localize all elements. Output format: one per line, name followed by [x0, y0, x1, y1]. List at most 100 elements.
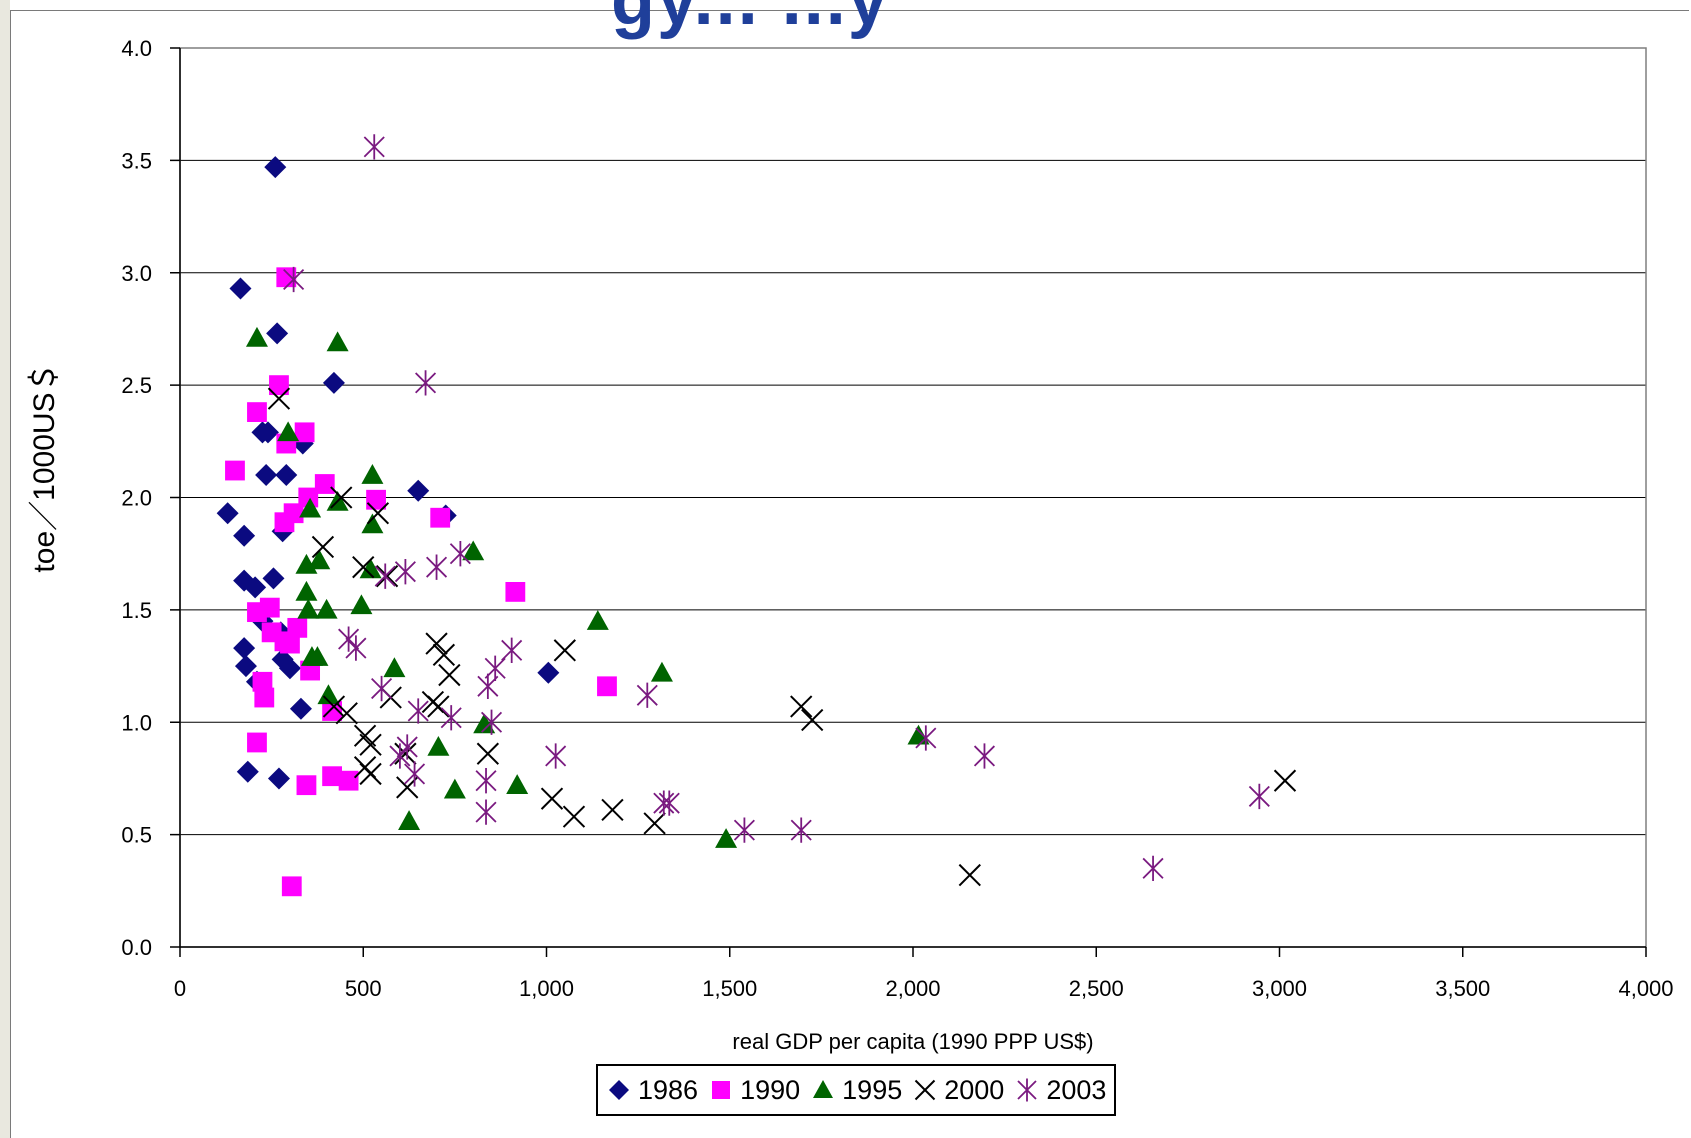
slide-frame: gy... ...y [10, 0, 1689, 1138]
point-1995 [443, 778, 466, 799]
point-1995 [308, 549, 331, 570]
point-1995 [427, 735, 450, 756]
legend-marker-shape [813, 1080, 834, 1098]
point-2000 [476, 742, 500, 765]
point-2003 [653, 790, 675, 816]
point-1986 [537, 661, 560, 684]
point-1986 [244, 576, 267, 599]
y-tick-label: 3.5 [121, 148, 152, 173]
point-1986 [234, 655, 257, 678]
point-1995 [315, 598, 338, 619]
point-2000 [330, 486, 353, 509]
x-tick-label: 2,000 [885, 976, 940, 1001]
x-tick-label: 0 [174, 976, 186, 1001]
legend-label: 2000 [944, 1074, 1005, 1105]
point-1986 [255, 464, 278, 487]
point-1995 [586, 610, 609, 630]
x-tick-label: 2,500 [1069, 976, 1124, 1001]
point-1995 [317, 684, 340, 705]
point-2000 [394, 742, 417, 765]
point-2003 [658, 790, 680, 816]
point-1990 [269, 375, 289, 396]
legend-marker-shape [609, 1080, 629, 1100]
point-1995 [462, 540, 485, 561]
point-1990 [322, 701, 342, 721]
point-1986 [233, 524, 256, 547]
point-1990 [247, 402, 267, 422]
legend-label: 1990 [740, 1074, 801, 1105]
x-tick-label: 4,000 [1618, 976, 1673, 1001]
legend-marker-shape [712, 1081, 731, 1099]
legend-item-1990: 1990 [708, 1075, 800, 1106]
point-1990 [430, 507, 451, 528]
point-1986 [267, 767, 290, 790]
point-2000 [540, 787, 564, 810]
point-1995 [715, 828, 738, 848]
point-2000 [375, 565, 399, 588]
point-2003 [449, 541, 471, 567]
point-2000 [562, 805, 586, 828]
point-1990 [322, 766, 342, 787]
x-tick-label: 3,000 [1252, 976, 1307, 1001]
y-axis-title: toe／1000US＄ [28, 362, 61, 572]
point-2000 [801, 708, 824, 732]
legend-marker-x [915, 1079, 936, 1101]
x-tick-label: 1,000 [519, 976, 574, 1001]
point-2000 [1273, 769, 1297, 792]
point-2000 [322, 695, 346, 718]
y-tick-label: 0.5 [121, 823, 152, 848]
point-2000 [553, 639, 576, 662]
point-2000 [267, 387, 291, 410]
legend-marker-shape [915, 1079, 936, 1101]
y-tick-label: 2.5 [121, 373, 152, 398]
point-1995 [361, 464, 384, 484]
point-2000 [790, 695, 813, 718]
point-1986 [275, 464, 298, 487]
point-1990 [252, 671, 273, 692]
legend-label: 1995 [842, 1074, 903, 1105]
x-tick-label: 3,500 [1435, 976, 1490, 1001]
point-1990 [298, 487, 319, 508]
left-edge-strip [0, 0, 10, 1138]
point-1995 [359, 558, 382, 579]
point-2003 [394, 559, 416, 585]
point-2003 [475, 799, 497, 825]
point-1990 [280, 633, 300, 654]
legend-label: 1986 [638, 1074, 699, 1105]
point-2000 [311, 535, 335, 559]
point-2003 [345, 635, 367, 661]
point-1986 [216, 502, 239, 525]
point-1995 [306, 646, 329, 666]
point-2003 [480, 709, 503, 735]
point-1986 [278, 657, 301, 680]
legend-item-1986: 1986 [606, 1075, 698, 1106]
data-points [216, 134, 1297, 897]
point-2000 [427, 695, 450, 718]
point-2003 [407, 698, 429, 724]
point-2003 [426, 554, 448, 580]
legend-item-2003: 2003 [1014, 1075, 1106, 1106]
point-2003 [636, 682, 658, 708]
y-tick-label: 3.0 [121, 261, 152, 286]
point-1986 [289, 697, 312, 720]
point-1995 [326, 331, 349, 352]
point-2003 [404, 761, 426, 787]
point-1995 [277, 421, 300, 442]
point-1995 [650, 661, 673, 682]
x-axis-ticks: 0 500 1,000 1,500 2,000 2,500 3,000 3,500 4,000 [174, 947, 1674, 1001]
point-1990 [254, 687, 275, 708]
point-2003 [501, 637, 523, 663]
point-1995 [383, 657, 406, 678]
point-2003 [283, 266, 305, 293]
point-2003 [475, 768, 497, 794]
point-2003 [363, 134, 385, 160]
point-1986 [407, 479, 430, 502]
point-2003 [440, 705, 462, 731]
point-1995 [245, 326, 268, 347]
point-2003 [477, 673, 499, 699]
point-1986 [262, 567, 285, 590]
point-1990 [296, 775, 317, 796]
point-2003 [973, 743, 996, 769]
legend-marker-diamond [609, 1080, 629, 1100]
point-1990 [366, 489, 386, 510]
